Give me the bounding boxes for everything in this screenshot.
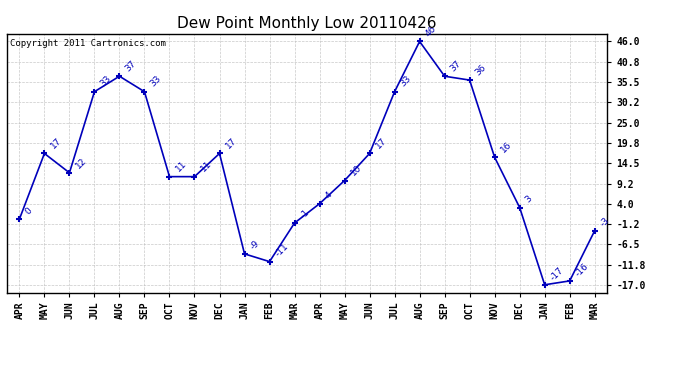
Text: 12: 12 [74,156,88,170]
Text: 17: 17 [48,136,63,151]
Title: Dew Point Monthly Low 20110426: Dew Point Monthly Low 20110426 [177,16,437,31]
Text: 0: 0 [23,206,34,216]
Text: 16: 16 [499,140,513,154]
Text: 17: 17 [224,136,238,151]
Text: 37: 37 [124,59,138,74]
Text: -16: -16 [574,261,591,278]
Text: 11: 11 [174,159,188,174]
Text: 17: 17 [374,136,388,151]
Text: 11: 11 [199,159,213,174]
Text: -17: -17 [549,265,566,282]
Text: 3: 3 [524,194,534,205]
Text: 10: 10 [348,163,363,178]
Text: 46: 46 [424,24,438,39]
Text: 33: 33 [99,74,113,89]
Text: -3: -3 [599,215,611,228]
Text: 36: 36 [474,63,489,77]
Text: -1: -1 [299,207,311,220]
Text: 37: 37 [448,59,463,74]
Text: -9: -9 [248,238,262,251]
Text: 33: 33 [399,74,413,89]
Text: Copyright 2011 Cartronics.com: Copyright 2011 Cartronics.com [10,39,166,48]
Text: 33: 33 [148,74,163,89]
Text: 4: 4 [324,190,334,201]
Text: -11: -11 [274,242,290,259]
